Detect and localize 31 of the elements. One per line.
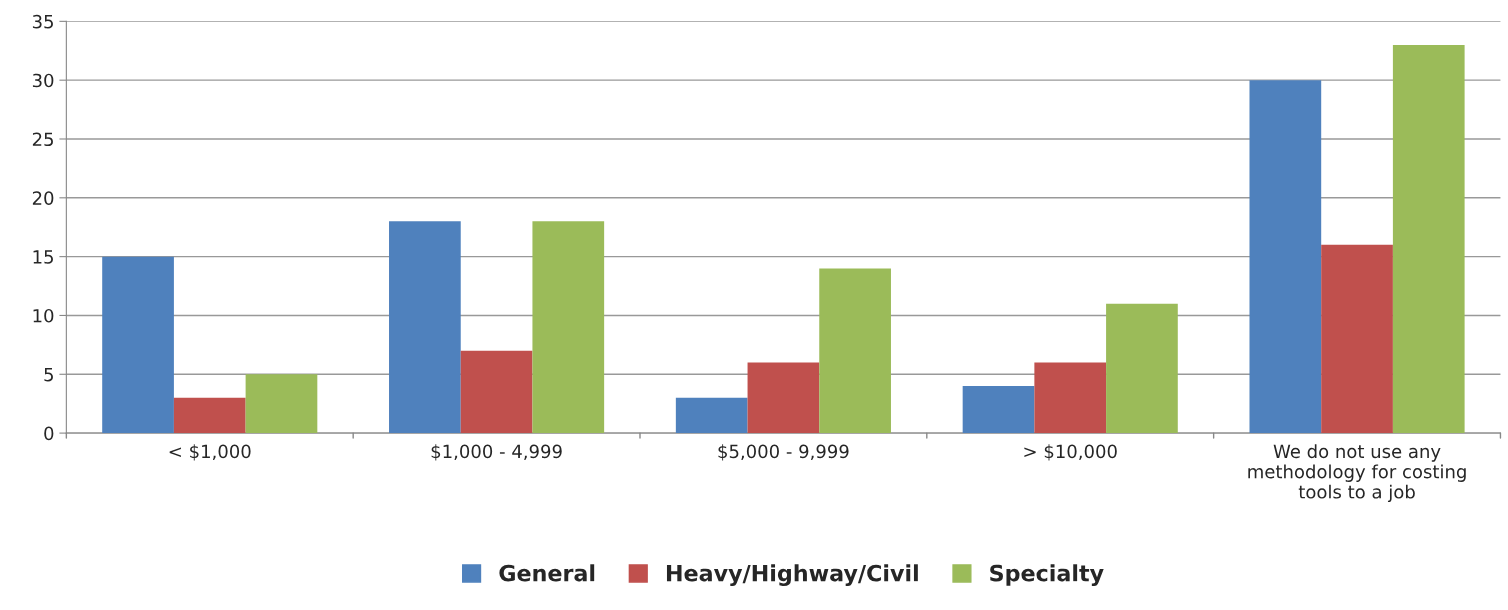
bar [1321,244,1393,434]
y-tick-label: 20 [32,191,54,205]
bar [245,374,318,434]
x-tick-label: $5,000 - 9,999 [718,444,849,461]
bar [747,362,820,434]
y-tick-label: 25 [32,132,53,147]
bar [460,350,533,434]
bar [1106,303,1178,434]
bar [819,268,891,434]
y-tick-label: 10 [33,308,54,323]
bar [1249,80,1322,434]
y-tick-label: 35 [32,14,53,29]
x-tick-label: < $1,000 [169,444,251,461]
bar [1034,362,1107,434]
legend-label: Specialty [990,564,1104,586]
legend-label: General [499,564,595,582]
y-tick-label: 0 [44,426,54,441]
bar [102,256,174,434]
legend-label: Heavy/Highway/Civil [666,564,918,586]
x-tick-label: $1,000 - 4,999 [431,444,562,461]
y-tick-label: 30 [32,73,54,88]
y-tick-label: 15 [33,250,53,264]
y-tick-label: 5 [44,367,53,382]
bar [962,386,1035,434]
bar [532,221,605,434]
bar [389,221,461,434]
x-tick-label: We do not use any methodology for costing tools to a job [1248,444,1466,503]
bar [1392,44,1465,434]
bar [675,397,748,434]
bar [173,397,246,434]
x-tick-label: > $10,000 [1024,444,1117,461]
